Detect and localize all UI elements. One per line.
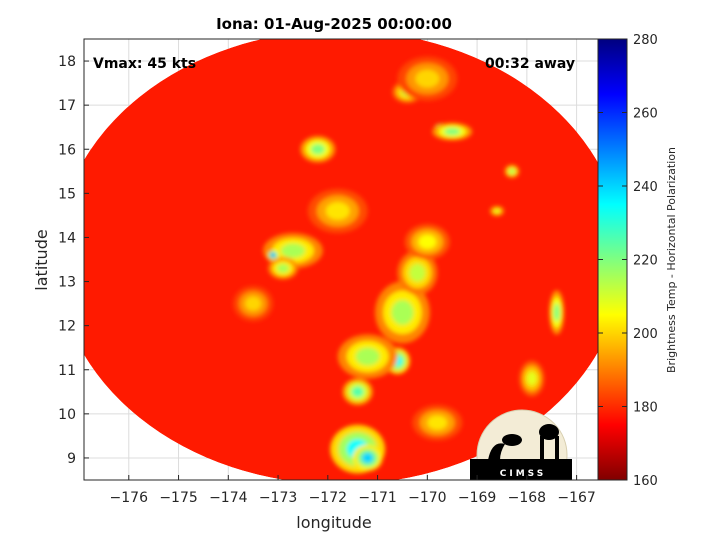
convection-cell xyxy=(245,296,262,311)
convection-cell xyxy=(281,243,305,258)
convection-cell xyxy=(351,386,364,398)
y-axis-ticks: 9 10 11 12 13 14 15 16 17 18 xyxy=(58,54,89,467)
x-tick-label: −174 xyxy=(209,490,248,506)
convection-cell xyxy=(325,202,350,220)
x-tick-label: −169 xyxy=(458,490,496,506)
x-tick-label: −172 xyxy=(309,490,347,506)
x-tick-label: −175 xyxy=(159,490,197,506)
x-tick-label: −173 xyxy=(259,490,297,506)
convection-cell xyxy=(508,168,515,174)
convection-cell xyxy=(361,452,374,464)
convection-cell xyxy=(553,303,560,322)
y-tick-label: 9 xyxy=(67,451,76,467)
x-axis-ticks: −176 −175 −174 −173 −172 −171 −170 −169 −168 −167 xyxy=(110,475,596,506)
colorbar-tick-label: 220 xyxy=(633,254,658,269)
x-tick-label: −170 xyxy=(408,490,446,506)
convection-cell xyxy=(310,143,325,155)
swath-layer xyxy=(84,39,599,480)
x-tick-label: −171 xyxy=(358,490,396,506)
y-tick-label: 18 xyxy=(58,54,76,70)
x-axis-label: longitude xyxy=(296,513,371,532)
y-tick-label: 14 xyxy=(58,230,76,246)
convection-cell xyxy=(355,347,380,366)
convection-features xyxy=(233,56,565,474)
y-tick-label: 12 xyxy=(58,319,76,335)
convection-cell xyxy=(391,300,414,325)
y-axis-label: latitude xyxy=(32,229,51,290)
convection-cell xyxy=(494,208,500,214)
chart-title: Iona: 01-Aug-2025 00:00:00 xyxy=(216,15,452,33)
colorbar-tick-label: 200 xyxy=(633,327,658,342)
colorbar-tick-label: 180 xyxy=(633,401,658,416)
convection-cell xyxy=(526,371,537,386)
y-tick-label: 15 xyxy=(58,186,76,202)
y-tick-label: 11 xyxy=(58,363,76,379)
convection-cell xyxy=(409,263,426,282)
y-tick-label: 13 xyxy=(58,275,76,291)
convection-cell xyxy=(418,234,437,249)
colorbar-label: Brightness Temp - Horizontal Polarizatio… xyxy=(665,147,678,373)
convection-cell xyxy=(271,253,276,257)
colorbar-tick-label: 260 xyxy=(633,107,658,122)
x-tick-label: −168 xyxy=(508,490,546,506)
x-tick-label: −167 xyxy=(557,490,595,506)
time-away-annotation: 00:32 away xyxy=(485,56,575,72)
convection-cell xyxy=(277,263,290,273)
x-tick-label: −176 xyxy=(110,490,149,506)
swath-background xyxy=(84,39,599,480)
vmax-annotation: Vmax: 45 kts xyxy=(93,56,196,72)
convection-cell xyxy=(415,69,440,88)
logo-text: CIMSS xyxy=(500,469,546,479)
colorbar-tick-label: 160 xyxy=(633,474,658,489)
convection-cell xyxy=(444,128,461,136)
y-tick-label: 10 xyxy=(58,407,76,423)
cimss-logo: CIMSS xyxy=(470,409,572,480)
colorbar-tick-label: 240 xyxy=(633,180,658,195)
y-tick-label: 17 xyxy=(58,98,76,114)
colorbar-ticks: 160 180 200 220 240 260 280 xyxy=(598,33,658,489)
convection-cell xyxy=(427,415,448,430)
y-tick-label: 16 xyxy=(58,142,76,158)
colorbar-tick-label: 280 xyxy=(633,33,658,48)
